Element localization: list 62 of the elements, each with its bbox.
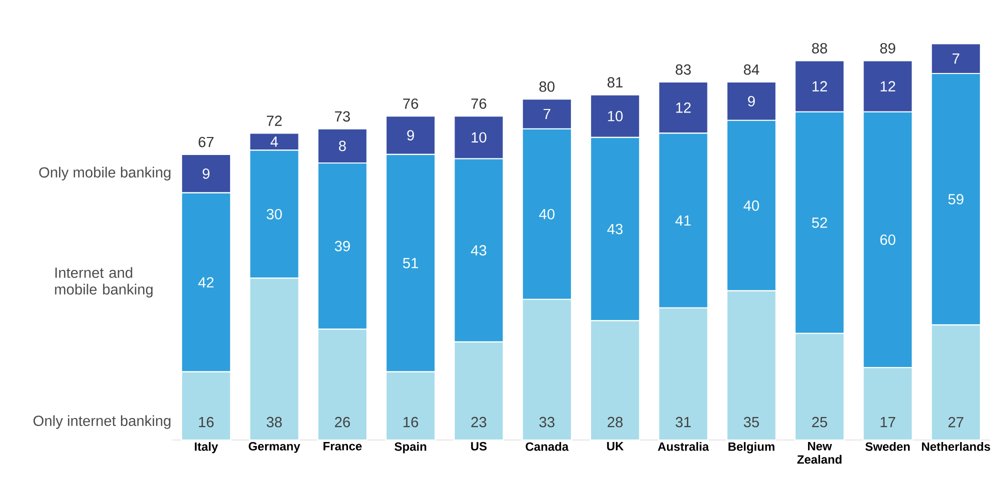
x-tick-label: Canada [526, 442, 569, 451]
total-label: 83 [676, 64, 691, 75]
data-label: 60 [880, 234, 896, 245]
data-label: 12 [676, 102, 691, 113]
data-label: 7 [544, 108, 550, 120]
data-label: 26 [335, 416, 350, 428]
data-label: 51 [403, 258, 418, 268]
data-label: 35 [744, 416, 759, 428]
data-label: 10 [608, 110, 623, 122]
data-label: 39 [334, 240, 350, 252]
total-label: 76 [403, 98, 418, 109]
x-tick-label: US [471, 442, 487, 451]
data-label: 43 [607, 224, 623, 234]
data-label: 8 [338, 140, 346, 152]
data-label: 25 [812, 416, 828, 428]
data-label: 42 [198, 277, 214, 288]
data-label: 12 [812, 81, 827, 92]
data-label: 17 [880, 417, 896, 428]
data-label: 4 [270, 136, 278, 147]
x-tick-label: Australia [658, 442, 709, 451]
data-label: 10 [472, 132, 486, 143]
data-label: 38 [266, 416, 282, 428]
data-label: 9 [748, 96, 755, 106]
x-tick-label: France [324, 442, 362, 450]
total-label: 84 [744, 64, 760, 75]
total-label: 72 [266, 116, 282, 126]
data-label: 30 [266, 208, 282, 220]
total-label: 80 [539, 81, 554, 92]
series-label: Internet and mobile banking [55, 267, 153, 298]
data-label: 16 [404, 416, 418, 428]
data-label: 16 [199, 416, 214, 428]
data-label: 12 [880, 81, 896, 92]
total-label: 76 [471, 98, 486, 109]
x-tick-label: Spain [394, 442, 426, 454]
data-label: 9 [202, 168, 210, 179]
x-tick-label: Belgium [728, 442, 774, 454]
data-label: 31 [676, 416, 691, 428]
data-label: 7 [952, 54, 960, 64]
x-tick-label: Germany [248, 442, 300, 453]
total-label: 81 [608, 77, 623, 88]
data-label: 33 [539, 416, 554, 428]
data-label: 40 [539, 208, 554, 220]
total-label: 67 [198, 136, 214, 148]
series-label: Only mobile banking [39, 166, 170, 180]
data-label: 43 [470, 245, 486, 256]
data-label: 59 [948, 194, 964, 204]
data-label: 27 [948, 416, 964, 428]
x-tick-label: UK [607, 442, 624, 450]
total-label: 89 [880, 43, 896, 54]
data-label: 52 [812, 217, 827, 228]
x-tick-label: New Zealand [797, 442, 842, 464]
total-label: 73 [335, 111, 350, 122]
total-label: 88 [812, 43, 828, 54]
x-tick-label: Netherlands [922, 442, 990, 451]
x-tick-label: Italy [194, 442, 218, 454]
data-label: 40 [744, 200, 759, 211]
x-tick-label: Sweden [865, 442, 910, 451]
data-label: 23 [471, 416, 486, 428]
data-label: 28 [608, 416, 623, 428]
data-label: 9 [407, 130, 414, 140]
data-label: 41 [675, 215, 691, 226]
series-label: Only internet banking [33, 415, 170, 429]
